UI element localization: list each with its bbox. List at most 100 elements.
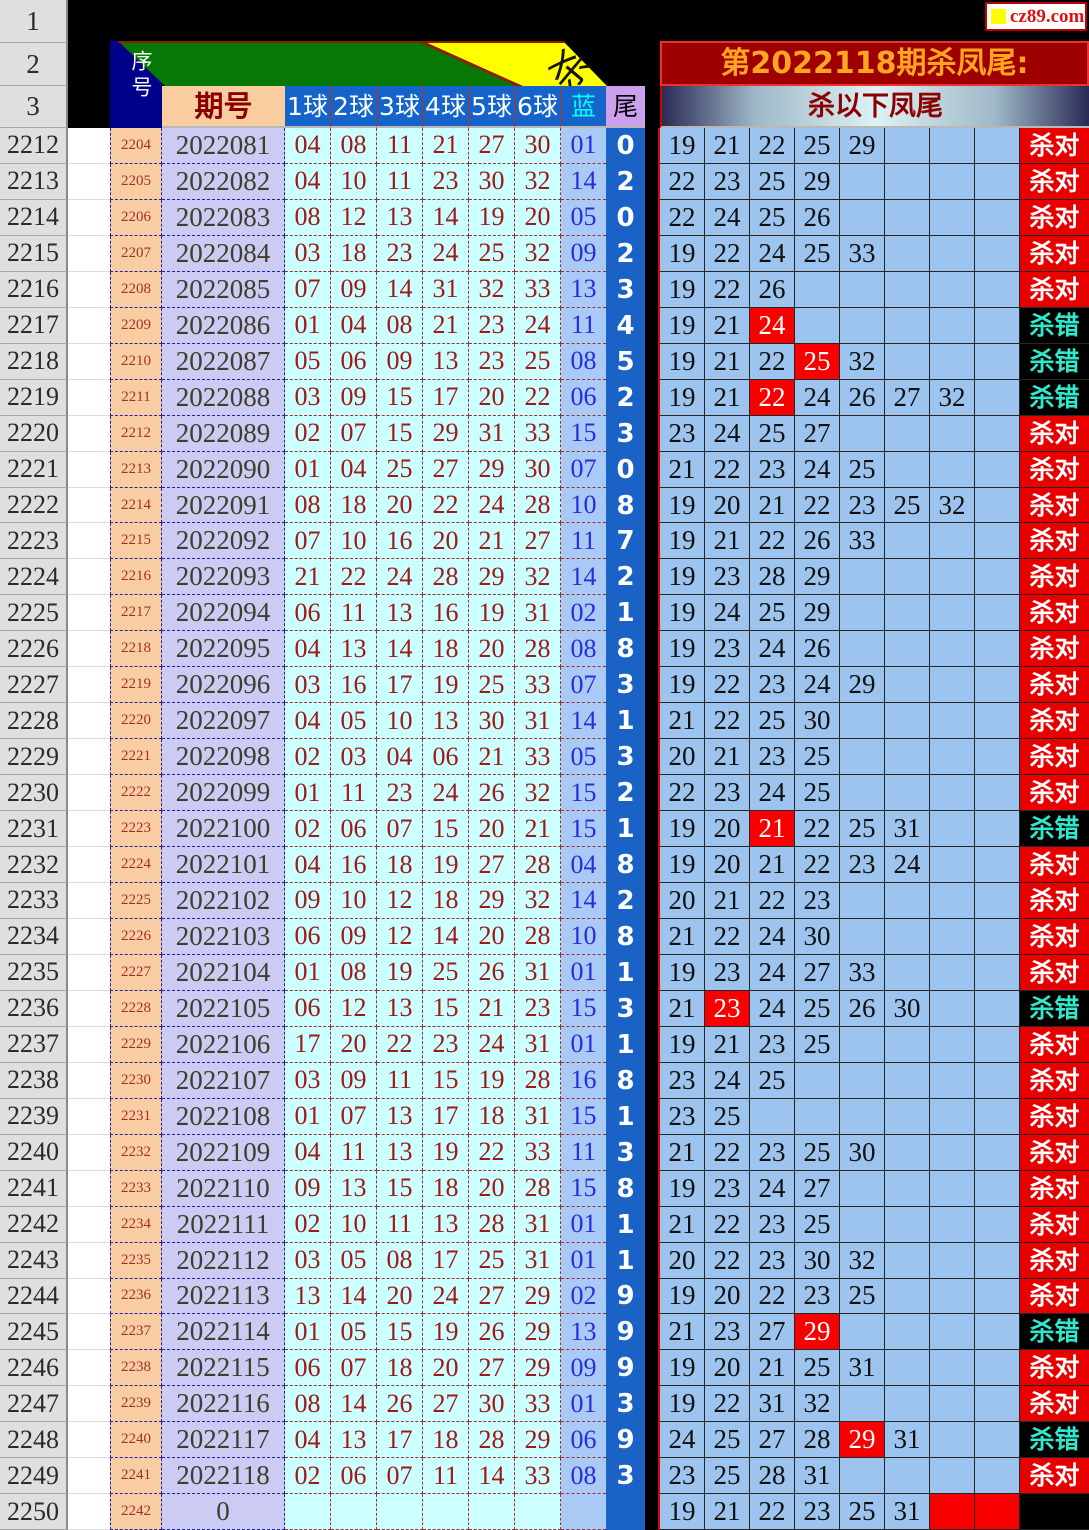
divider-cell <box>645 559 660 596</box>
kill-number-cell: 21 <box>750 487 795 524</box>
divider-cell <box>645 343 660 380</box>
serial-cell: 2236 <box>110 1278 162 1315</box>
kill-number-cell <box>885 595 930 632</box>
red-ball-cell: 14 <box>469 1458 515 1495</box>
red-ball-cell: 27 <box>469 847 515 884</box>
empty-spreadsheet-cell <box>68 271 110 308</box>
kill-number-cell: 28 <box>750 559 795 596</box>
kill-number-cell <box>930 990 975 1027</box>
kill-number-cell <box>975 775 1020 812</box>
kill-number-cell <box>930 1314 975 1351</box>
blue-ball-cell: 06 <box>561 1422 606 1459</box>
kill-number-cell <box>975 1242 1020 1279</box>
table-row: 2237 2022114 01 05 15 19 26 29 13 9 21 23 27 29 杀错 <box>68 1314 1089 1351</box>
kill-number-cell: 23 <box>750 1026 795 1063</box>
red-ball-cell: 32 <box>515 559 561 596</box>
red-ball-cell: 29 <box>515 1350 561 1387</box>
red-ball-cell: 31 <box>515 1242 561 1279</box>
red-ball-cell <box>285 1494 331 1530</box>
kill-number-cell: 20 <box>660 1242 705 1279</box>
red-ball-cell: 09 <box>331 379 377 416</box>
kill-number-cell: 22 <box>705 235 750 272</box>
period-cell: 2022089 <box>162 415 285 452</box>
kill-number-cell: 20 <box>705 811 750 848</box>
site-logo[interactable]: cz89.com <box>985 2 1087 31</box>
gutter-row-number: 2219 <box>0 379 68 416</box>
red-ball-cell: 12 <box>377 883 423 919</box>
blue-ball-cell: 15 <box>561 1170 606 1207</box>
red-ball-cell: 20 <box>423 1350 469 1387</box>
divider-cell <box>645 128 660 164</box>
kill-number-cell <box>930 451 975 488</box>
red-ball-cell: 24 <box>423 775 469 812</box>
red-ball-cell: 15 <box>377 1170 423 1207</box>
empty-spreadsheet-cell <box>68 128 110 164</box>
period-cell: 2022100 <box>162 811 285 848</box>
kill-number-cell <box>885 343 930 380</box>
red-ball-cell: 21 <box>423 307 469 344</box>
serial-cell: 2233 <box>110 1170 162 1207</box>
period-cell: 2022088 <box>162 379 285 416</box>
red-ball-cell: 17 <box>285 1026 331 1063</box>
table-row: 2239 2022116 08 14 26 27 30 33 01 3 19 22 31 32 杀对 <box>68 1386 1089 1423</box>
result-badge: 杀对 <box>1020 415 1089 452</box>
red-ball-cell: 13 <box>423 703 469 740</box>
kill-number-cell: 25 <box>795 990 840 1027</box>
divider-cell <box>645 847 660 884</box>
kill-number-cell: 19 <box>660 1386 705 1423</box>
kill-number-cell: 22 <box>705 1242 750 1279</box>
kill-number-cell: 25 <box>795 235 840 272</box>
tail-digit-cell <box>606 1494 645 1530</box>
kill-number-cell: 20 <box>660 883 705 919</box>
period-cell: 2022118 <box>162 1458 285 1495</box>
kill-number-cell: 23 <box>705 163 750 200</box>
serial-cell: 2206 <box>110 199 162 236</box>
kill-number-cell <box>930 523 975 560</box>
kill-number-cell: 23 <box>840 487 885 524</box>
red-ball-cell: 03 <box>285 1062 331 1099</box>
period-cell: 2022090 <box>162 451 285 488</box>
blue-ball-cell: 14 <box>561 163 606 200</box>
tail-column-header: 尾 <box>606 86 645 128</box>
red-ball-cell: 20 <box>423 523 469 560</box>
red-ball-cell: 18 <box>331 487 377 524</box>
red-ball-cell: 18 <box>469 1098 515 1135</box>
red-ball-cell: 24 <box>377 559 423 596</box>
blue-ball-cell: 01 <box>561 1386 606 1423</box>
ball4-column-header: 4球 <box>423 86 469 128</box>
kill-number-cell: 23 <box>750 1206 795 1243</box>
kill-number-cell: 24 <box>750 1170 795 1207</box>
kill-number-cell <box>975 1314 1020 1351</box>
kill-number-cell: 32 <box>840 343 885 380</box>
red-ball-cell: 31 <box>515 595 561 632</box>
kill-number-cell: 23 <box>750 1134 795 1171</box>
blue-ball-cell: 01 <box>561 1206 606 1243</box>
kill-number-cell: 21 <box>660 451 705 488</box>
red-ball-cell: 26 <box>469 954 515 991</box>
result-badge: 杀错 <box>1020 379 1089 416</box>
gutter-row-number: 2230 <box>0 775 68 812</box>
result-badge: 杀对 <box>1020 163 1089 200</box>
kill-number-cell <box>930 1242 975 1279</box>
red-ball-cell <box>377 1494 423 1530</box>
result-badge: 杀对 <box>1020 739 1089 776</box>
red-ball-cell: 06 <box>285 918 331 955</box>
period-cell: 2022087 <box>162 343 285 380</box>
tail-digit-cell: 0 <box>606 199 645 236</box>
red-ball-cell: 10 <box>377 703 423 740</box>
serial-cell: 2208 <box>110 271 162 308</box>
kill-number-cell: 33 <box>840 523 885 560</box>
red-ball-cell: 07 <box>285 271 331 308</box>
table-row: 2215 2022092 07 10 16 20 21 27 11 7 19 21 22 26 33 杀对 <box>68 523 1089 560</box>
kill-number-cell <box>930 595 975 632</box>
divider-cell <box>645 667 660 704</box>
red-ball-cell: 10 <box>331 883 377 919</box>
gutter-row-number: 2224 <box>0 559 68 596</box>
red-ball-cell: 30 <box>469 703 515 740</box>
red-ball-cell: 31 <box>515 1026 561 1063</box>
kill-number-cell: 25 <box>750 703 795 740</box>
kill-number-cell <box>975 487 1020 524</box>
kill-number-cell <box>930 811 975 848</box>
gutter-row-number: 2240 <box>0 1134 68 1171</box>
red-ball-cell: 06 <box>331 811 377 848</box>
